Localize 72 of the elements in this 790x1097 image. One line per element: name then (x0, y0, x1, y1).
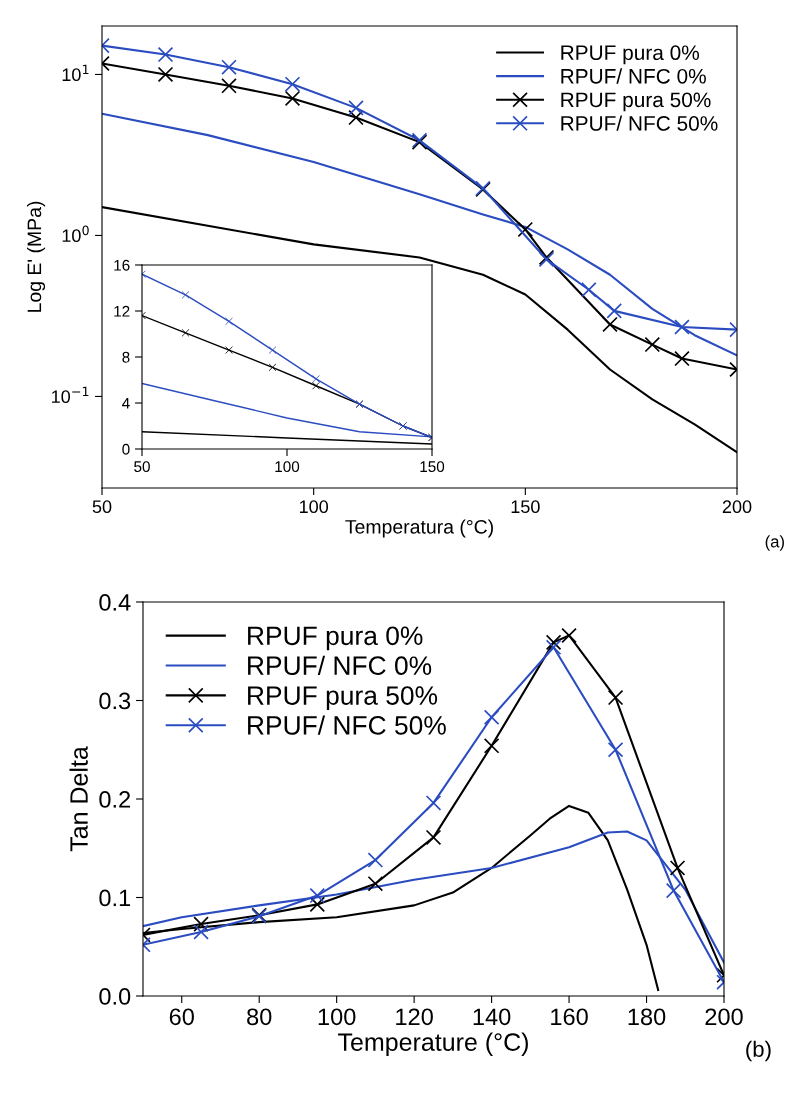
point (193, 924, 209, 940)
y-tick-label: 10$^{1}$ (62, 64, 89, 82)
y-tick-label: 4 (122, 398, 130, 409)
x-tick-label: 200 (705, 1008, 743, 1026)
x-tick-label: 140 (473, 1008, 511, 1026)
legend-label: RPUF pura 50% (248, 686, 438, 711)
x-tick-label: 100 (299, 500, 329, 514)
y-tick-label: 12 (114, 305, 130, 317)
x-tick-label: 100 (275, 461, 300, 473)
y-tick-label: 0.0 (99, 988, 131, 1005)
point (348, 100, 364, 116)
x-tick-label: 150 (420, 461, 445, 473)
y-tick-label: 0 (122, 443, 130, 455)
point (157, 66, 174, 83)
legend-label: RPUF pura 0% (561, 45, 700, 65)
x-tick-label: 160 (551, 1008, 588, 1026)
y-tick-label: 0.4 (99, 594, 131, 611)
point (669, 860, 686, 876)
point (581, 281, 597, 298)
point (674, 350, 690, 367)
legend-label: RPUF/ NFC 50% (561, 115, 718, 131)
x-tick-label: 150 (511, 500, 540, 514)
point (665, 882, 682, 899)
point (545, 639, 562, 656)
point (193, 916, 209, 932)
x-tick-label: 200 (722, 500, 752, 514)
x-tick-label: 120 (396, 1008, 433, 1026)
y-tick-label: 0.2 (99, 791, 131, 808)
point (607, 741, 624, 758)
x-axis-title: Temperature (°C) (338, 1032, 528, 1056)
x-tick-label: 100 (318, 1008, 356, 1026)
x-tick-label: 50 (134, 461, 150, 473)
point (284, 76, 301, 92)
point (607, 689, 624, 706)
legend-label: RPUF/ NFC 50% (248, 715, 446, 735)
y-tick-label: 0.3 (99, 692, 131, 710)
x-tick-label: 60 (169, 1008, 194, 1026)
legend-label: RPUF/ NFC 0% (561, 68, 706, 84)
point (221, 78, 237, 94)
legend-label: RPUF pura 0% (248, 626, 423, 651)
y-tick-label: 10$^{−1}$ (52, 386, 89, 404)
point (602, 316, 618, 333)
point (367, 875, 384, 892)
legend-label: RPUF/ NFC 0% (248, 655, 432, 676)
y-axis-title: Log E' (MPa) (26, 201, 46, 312)
point (606, 303, 623, 319)
x-tick-label: 50 (92, 500, 112, 514)
point (561, 627, 577, 644)
x-tick-label: 180 (628, 1008, 666, 1026)
y-tick-label: 16 (114, 259, 130, 271)
point (545, 634, 562, 651)
point (644, 336, 661, 353)
text: (b) (746, 1040, 771, 1062)
point (367, 852, 384, 868)
x-tick-label: 80 (247, 1008, 272, 1026)
point (674, 319, 690, 335)
point (157, 46, 174, 63)
x-axis-title: Temperatura (°C) (345, 519, 493, 538)
legend-label: RPUF pura 50% (561, 92, 711, 112)
y-tick-label: 0.1 (99, 889, 131, 907)
point (284, 90, 301, 107)
text: (a) (765, 535, 784, 551)
point (425, 795, 442, 811)
point (483, 738, 500, 754)
point (425, 829, 442, 846)
point (221, 59, 237, 75)
point (483, 709, 500, 726)
y-axis-title: Tan Delta (69, 746, 88, 852)
point (309, 887, 326, 904)
y-tick-label: 10$^{0}$ (62, 225, 89, 243)
y-tick-label: 8 (122, 351, 130, 363)
point (517, 221, 534, 238)
